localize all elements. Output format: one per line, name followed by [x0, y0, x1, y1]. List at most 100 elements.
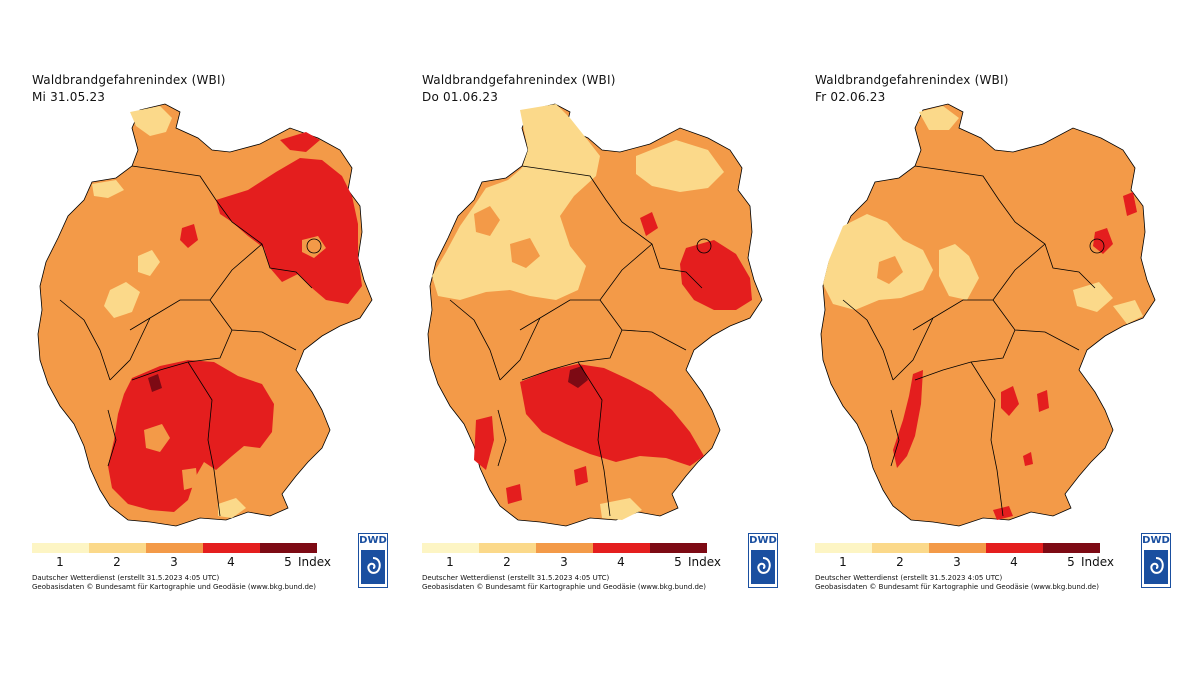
region-index-4 — [520, 364, 704, 466]
region-index-4 — [1093, 228, 1113, 254]
legend-swatch-5 — [1043, 543, 1100, 553]
state-borders — [449, 165, 703, 517]
map-title: Waldbrandgefahrenindex (WBI) Fr 02.06.23 — [815, 72, 1009, 106]
legend-swatch-4 — [593, 543, 650, 553]
region-index-2 — [1113, 300, 1143, 324]
legend-unit: Index — [688, 555, 722, 569]
region-index-3 — [510, 238, 540, 268]
legend-swatch-2 — [89, 543, 146, 553]
state-borders — [842, 165, 1096, 517]
legend-swatch-3 — [536, 543, 593, 553]
region-index-4 — [1037, 390, 1049, 412]
legend-swatch-2 — [872, 543, 929, 553]
creator-credit: Deutscher Wetterdienst (erstellt 31.5.20… — [422, 574, 610, 582]
region-index-2 — [104, 282, 140, 318]
region-index-4 — [506, 484, 522, 504]
legend-swatch-5 — [650, 543, 707, 553]
region-index-4 — [893, 370, 923, 468]
legend-tick: 5 — [284, 555, 292, 569]
region-index-3 — [182, 468, 198, 490]
legend-tick: 4 — [617, 555, 625, 569]
legend-tick: 2 — [503, 555, 511, 569]
region-index-3 — [877, 256, 903, 284]
region-index-2 — [919, 106, 959, 130]
legend-swatch-1 — [815, 543, 872, 553]
legend-labels: 1 2 3 4 5 Index — [815, 555, 1115, 569]
region-index-3 — [302, 236, 326, 258]
berlin-marker — [1089, 238, 1105, 254]
region-index-2 — [432, 104, 600, 300]
germany-map — [37, 103, 373, 527]
region-index-4 — [574, 466, 588, 486]
region-index-5 — [148, 374, 162, 392]
legend-tick: 3 — [560, 555, 568, 569]
legend-swatch-4 — [986, 543, 1043, 553]
legend-tick: 1 — [56, 555, 64, 569]
dwd-logo: DWD — [358, 533, 388, 588]
region-index-4 — [1001, 386, 1019, 416]
legend-tick: 4 — [1010, 555, 1018, 569]
legend-bar — [815, 543, 1100, 553]
legend-unit: Index — [298, 555, 332, 569]
state-borders — [59, 165, 313, 517]
map-title-text: Waldbrandgefahrenindex (WBI) — [815, 73, 1009, 87]
legend-swatch-4 — [203, 543, 260, 553]
dwd-logo: DWD — [748, 533, 778, 588]
legend-bar — [32, 543, 317, 553]
region-index-2 — [939, 244, 979, 300]
map-title: Waldbrandgefahrenindex (WBI) Do 01.06.23 — [422, 72, 616, 106]
region-index-4 — [1123, 192, 1137, 216]
region-index-4 — [1023, 452, 1033, 466]
legend-swatch-1 — [422, 543, 479, 553]
creator-credit: Deutscher Wetterdienst (erstellt 31.5.20… — [815, 574, 1003, 582]
legend-swatch-5 — [260, 543, 317, 553]
region-index-2 — [130, 106, 172, 136]
legend-tick: 3 — [170, 555, 178, 569]
legend-tick: 5 — [1067, 555, 1075, 569]
region-index-4 — [180, 224, 198, 248]
region-index-3 — [144, 424, 170, 452]
legend-tick: 5 — [674, 555, 682, 569]
region-index-2 — [138, 250, 160, 276]
region-index-3 — [820, 103, 1156, 527]
map-panel-2: Waldbrandgefahrenindex (WBI) Do 01.06.23… — [390, 0, 780, 674]
region-index-4 — [108, 360, 274, 512]
map-title-text: Waldbrandgefahrenindex (WBI) — [32, 73, 226, 87]
dwd-logo-text: DWD — [749, 535, 777, 546]
dwd-swirl-icon — [361, 550, 385, 584]
map-panel-3: Waldbrandgefahrenindex (WBI) Fr 02.06.23… — [783, 0, 1173, 674]
region-index-5 — [568, 366, 588, 388]
geodata-credit: Geobasisdaten © Bundesamt für Kartograph… — [32, 583, 316, 591]
region-index-2 — [218, 498, 246, 518]
legend-swatch-3 — [929, 543, 986, 553]
region-index-4 — [640, 212, 658, 236]
legend-swatch-1 — [32, 543, 89, 553]
legend-swatch-3 — [146, 543, 203, 553]
map-date: Fr 02.06.23 — [815, 90, 886, 104]
legend-unit: Index — [1081, 555, 1115, 569]
region-index-2 — [1073, 282, 1113, 312]
region-index-2 — [636, 140, 724, 192]
germany-map — [820, 103, 1156, 527]
region-index-2 — [600, 498, 642, 520]
map-date: Mi 31.05.23 — [32, 90, 106, 104]
region-index-3 — [474, 206, 500, 236]
berlin-marker — [696, 238, 712, 254]
legend-tick: 2 — [896, 555, 904, 569]
germany-map — [427, 103, 763, 527]
legend-tick: 1 — [839, 555, 847, 569]
map-date: Do 01.06.23 — [422, 90, 499, 104]
berlin-marker — [306, 238, 322, 254]
region-index-4 — [280, 132, 320, 152]
dwd-logo: DWD — [1141, 533, 1171, 588]
legend-tick: 2 — [113, 555, 121, 569]
legend-bar — [422, 543, 707, 553]
region-index-2 — [823, 214, 933, 310]
legend-labels: 1 2 3 4 5 Index — [32, 555, 332, 569]
legend-tick: 3 — [953, 555, 961, 569]
map-panel-1: Waldbrandgefahrenindex (WBI) Mi 31.05.23… — [0, 0, 390, 674]
legend-tick: 1 — [446, 555, 454, 569]
map-title: Waldbrandgefahrenindex (WBI) Mi 31.05.23 — [32, 72, 226, 106]
region-index-2 — [92, 180, 124, 198]
creator-credit: Dautscher Wetterdienst (erstellt 31.5.20… — [32, 574, 220, 582]
